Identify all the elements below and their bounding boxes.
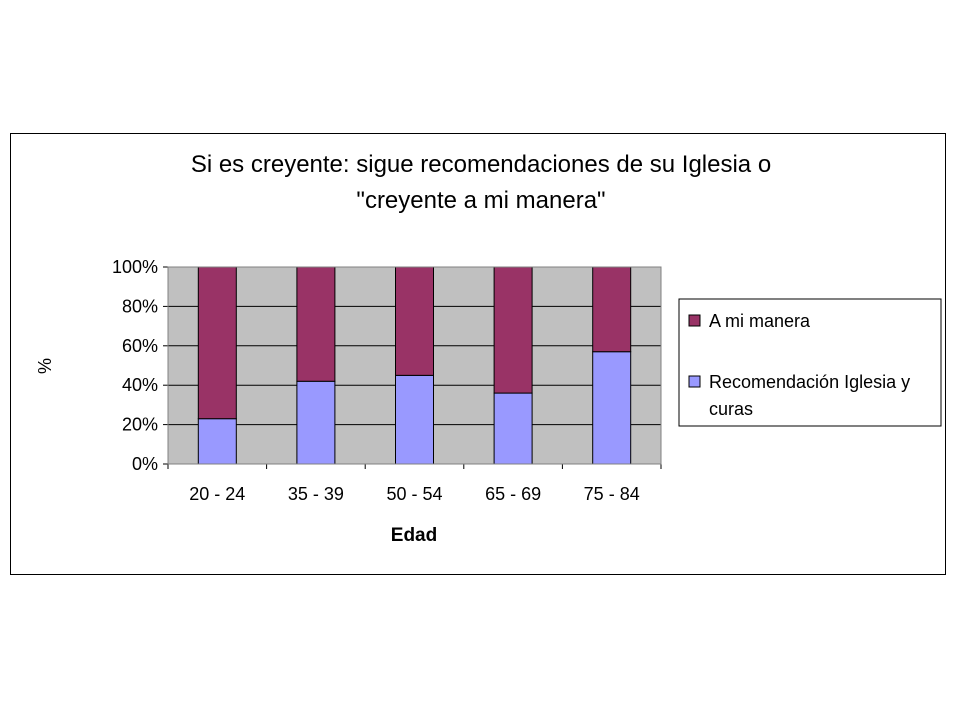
chart-title: Si es creyente: sigue recomendaciones de… [191,151,771,214]
x-tick-label: 20 - 24 [189,484,245,504]
plot-area: 0% 20% 40% 60% 80% 100% 20 - 24 35 - 39 50 - 54 6… [112,257,662,504]
bar-segment [592,351,632,465]
y-tick-label: 80% [122,296,158,316]
x-axis-label: Edad [391,525,437,546]
bar-segment [395,374,434,465]
x-tick-label: 65 - 69 [485,484,541,504]
bar-segment [296,266,336,382]
bar-segment [493,266,533,394]
bar-segment [493,392,533,465]
bar-segment [395,266,434,376]
y-axis-label: % [35,358,55,374]
bar-segment [197,418,237,465]
x-tick-label: 35 - 39 [288,484,344,504]
y-tick-label: 60% [122,336,158,356]
chart-title-line-2: "creyente a mi manera" [356,187,605,214]
y-tick-label: 40% [122,375,158,395]
x-tick-label: 75 - 84 [584,484,640,504]
legend-swatch [688,375,701,388]
legend-box [678,298,942,427]
y-tick-label: 20% [122,415,158,435]
bar-segment [592,266,632,353]
plot-border [167,266,662,465]
stacked-bar-chart: Si es creyente: sigue recomendaciones de… [35,151,942,546]
legend: A mi manera Recomendación Iglesia y curas [678,298,942,427]
legend-swatch [688,314,701,327]
chart-title-line-1: Si es creyente: sigue recomendaciones de… [191,151,771,178]
legend-entry-label: A mi manera [709,311,811,331]
y-tick-label: 100% [112,257,158,277]
y-tick-label: 0% [132,454,158,474]
x-tick-label: 50 - 54 [386,484,442,504]
legend-entry-label: curas [709,399,753,419]
bar-segment [197,266,237,420]
chart-frame: Si es creyente: sigue recomendaciones de… [10,133,946,575]
legend-entry-label: Recomendación Iglesia y [709,372,910,392]
bar-segment [296,380,336,465]
